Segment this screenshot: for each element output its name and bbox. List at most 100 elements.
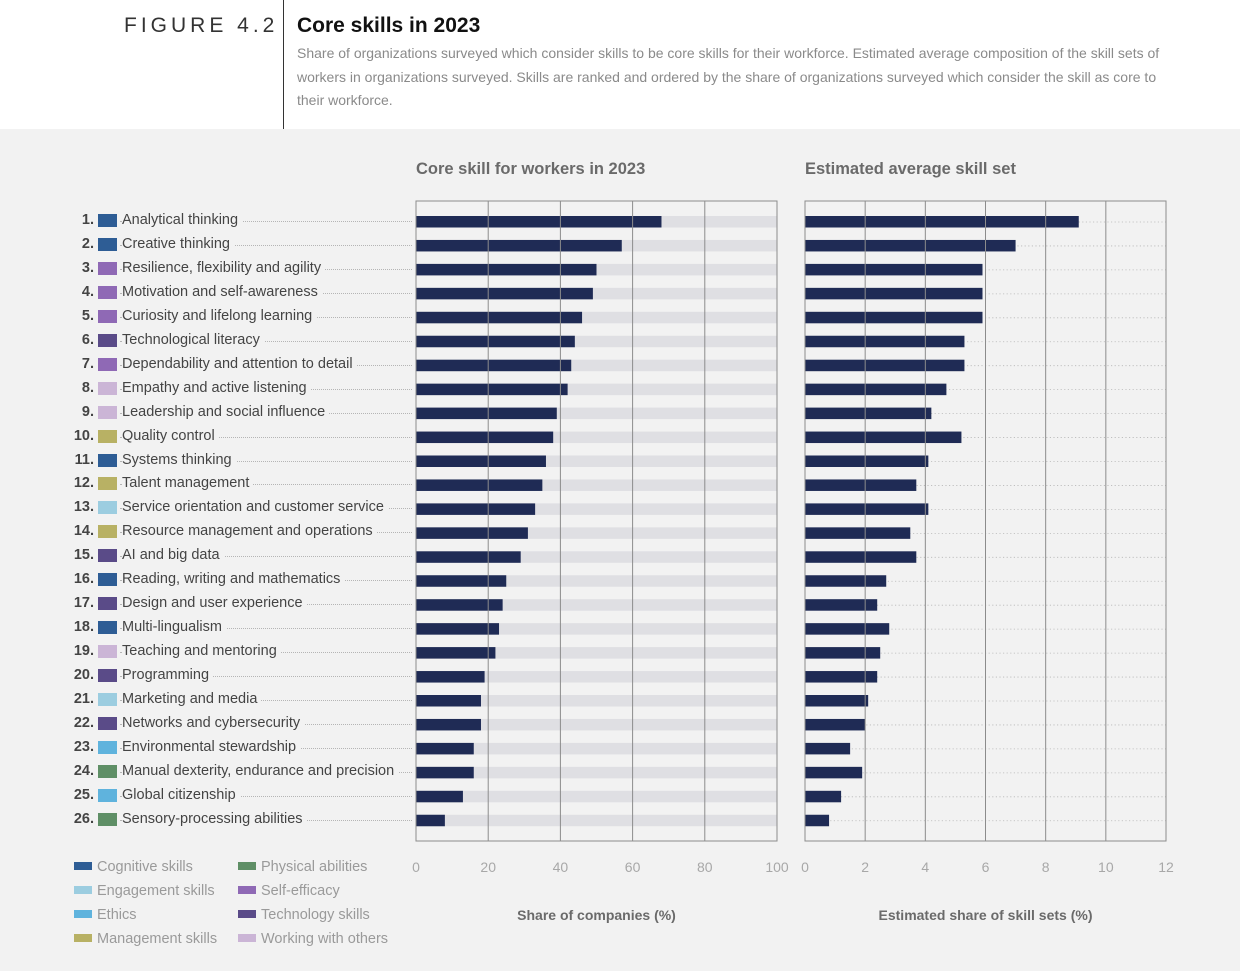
category-swatch [98, 645, 117, 659]
bar-skill-set [805, 407, 932, 420]
bar-core-share [416, 263, 597, 276]
category-swatch [98, 693, 117, 706]
skill-name: Creative thinking [122, 233, 234, 254]
skill-rank: 8. [81, 379, 94, 396]
legend-item: Engagement skills [74, 881, 244, 901]
bar-skill-set [805, 359, 965, 372]
skill-rank: 7. [81, 355, 94, 372]
skill-row: 6. Technological literacy [0, 329, 416, 350]
skill-name: Multi-lingualism [122, 617, 226, 638]
bar-core-share [416, 647, 496, 659]
skill-rank: 21. [73, 691, 94, 707]
legend-item: Cognitive skills [74, 857, 244, 877]
bar-core-share [416, 503, 536, 515]
skill-row: 5. Curiosity and lifelong learning [0, 305, 416, 326]
category-swatch [98, 788, 117, 802]
legend-item: Self-efficacy [238, 881, 408, 901]
bar-core-share [416, 359, 572, 372]
skill-name: Talent management [122, 473, 254, 494]
x-axis-title: Share of companies (%) [517, 907, 676, 923]
bar-skill-set [805, 718, 866, 731]
legend-label: Working with others [261, 931, 389, 947]
skill-name: Motivation and self-awareness [122, 281, 322, 302]
legend-item: Ethics [74, 905, 244, 925]
bar-skill-set [805, 239, 1016, 252]
legend-swatch [74, 862, 92, 870]
bar-track [416, 287, 777, 300]
skill-row: 14. Resource management and operations [0, 521, 416, 542]
bar-track [416, 503, 777, 515]
skill-row: 19. Teaching and mentoring [0, 641, 416, 662]
skill-rank: 13. [73, 499, 94, 516]
bar-track [416, 814, 777, 827]
bar-skill-set [805, 766, 863, 779]
bar-skill-set [805, 455, 929, 467]
dotted-leader [120, 340, 412, 342]
category-swatch [98, 812, 117, 826]
skill-name: Teaching and mentoring [122, 641, 281, 662]
legend-swatch [238, 862, 256, 870]
skill-row: 24. Manual dexterity, endurance and preci… [0, 760, 416, 781]
bar-core-share [416, 814, 445, 827]
bar-track [416, 359, 777, 372]
legend-swatch [74, 910, 92, 918]
skill-name: Leadership and social influence [122, 401, 330, 422]
figure-header: FIGURE 4.2 Core skills in 2023 Share of … [0, 0, 1240, 129]
bar-core-share [416, 575, 507, 587]
tick-label: 4 [921, 859, 929, 875]
tick-label: 2 [861, 859, 869, 875]
tick-label: 60 [625, 859, 641, 875]
dotted-leader [120, 676, 412, 678]
bar-core-share [416, 527, 528, 539]
bar-core-share [416, 287, 593, 300]
skill-name: Analytical thinking [122, 210, 243, 230]
figure-subtitle: Share of organizations surveyed which co… [297, 45, 1160, 108]
skill-rank: 5. [81, 307, 94, 324]
skill-row: 13. Service orientation and customer serv… [0, 497, 416, 518]
legend-item: Technology skills [238, 905, 408, 925]
skill-name: Technological literacy [122, 329, 264, 350]
skill-row: 12. Talent management [0, 473, 416, 494]
skill-rank: 4. [81, 283, 94, 300]
bar-core-share [416, 742, 474, 755]
bar-track [416, 599, 777, 611]
category-swatch [98, 764, 117, 778]
bar-track [416, 766, 777, 779]
skill-name: AI and big data [122, 545, 224, 566]
bar-core-share [416, 671, 485, 683]
plot-frame [804, 200, 1167, 842]
legend-label: Management skills [97, 931, 218, 947]
tick-label: 8 [1042, 859, 1050, 875]
skill-row: 3. Resilience, flexibility and agility [0, 257, 416, 278]
category-swatch [98, 237, 117, 251]
category-swatch [98, 333, 117, 347]
category-swatch [98, 285, 117, 299]
bar-core-share [416, 623, 500, 635]
tick-label: 0 [412, 859, 420, 875]
skill-row: 7. Dependability and attention to detail [0, 353, 416, 374]
figure-label: FIGURE 4.2 [124, 14, 279, 37]
bar-skill-set [805, 527, 911, 539]
skill-name: Systems thinking [122, 449, 236, 470]
category-swatch [98, 501, 117, 515]
legend-label: Ethics [97, 907, 137, 923]
skill-name: Curiosity and lifelong learning [122, 305, 317, 326]
bar-skill-set [805, 479, 917, 491]
bar-core-share [416, 479, 543, 491]
bar-track [416, 647, 777, 659]
bar-core-share [416, 766, 474, 779]
bar-skill-set [805, 814, 830, 827]
bar-core-share [416, 311, 583, 324]
bar-core-share [416, 695, 481, 707]
bar-core-share [416, 790, 463, 803]
skill-row: 10. Quality control [0, 425, 416, 446]
bar-core-share [416, 383, 568, 396]
skill-rank: 1. [81, 212, 94, 228]
legend-item: Working with others [238, 929, 408, 949]
dotted-leader [120, 460, 412, 462]
skill-rank: 20. [73, 667, 94, 684]
bar-track [416, 527, 777, 539]
legend-swatch [74, 934, 92, 942]
bar-track [416, 671, 777, 683]
